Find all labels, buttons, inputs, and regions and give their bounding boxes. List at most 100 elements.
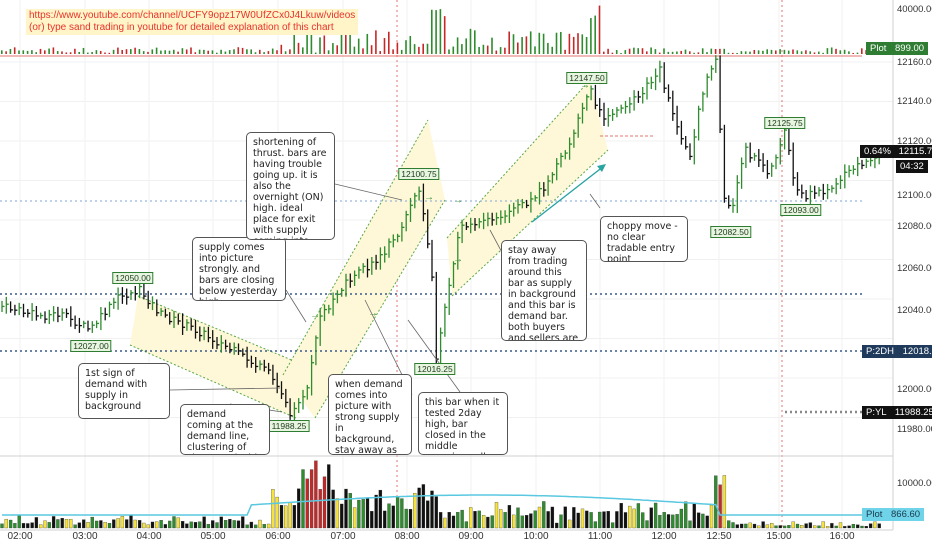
- volume-strip-bar: [723, 48, 725, 54]
- volume-bar: [585, 510, 589, 529]
- volume-strip-bar: [710, 48, 713, 54]
- note-stay-away: when demand comes into picture with stro…: [328, 374, 412, 455]
- volume-bar: [477, 510, 481, 529]
- volume-strip-bar: [555, 32, 558, 54]
- volume-strip-bar: [22, 50, 25, 54]
- volume-strip-bar: [641, 48, 644, 54]
- note-supply-strong: supply comes into picture strongly. and …: [192, 237, 286, 301]
- volume-bar: [752, 523, 757, 529]
- volume-strip-bar: [796, 50, 799, 54]
- volume-bar: [77, 522, 82, 529]
- volume-strip-bar: [289, 49, 291, 54]
- volume-bar: [473, 510, 477, 529]
- volume-strip-bar: [280, 44, 283, 54]
- volume-bar: [705, 515, 709, 529]
- volume-strip-bar: [676, 51, 678, 54]
- volume-bar: [284, 505, 288, 529]
- volume-bar: [211, 520, 215, 529]
- volume-strip-bar: [551, 46, 553, 54]
- signal-arrow: →: [453, 254, 463, 265]
- volume-strip-bar: [134, 47, 136, 54]
- volume-strip-bar: [779, 49, 781, 54]
- volume-strip-bar: [323, 35, 326, 54]
- volume-strip-bar: [628, 48, 631, 54]
- volume-bar: [830, 523, 834, 529]
- volume-strip-bar: [736, 52, 738, 54]
- volume-bar: [426, 500, 430, 529]
- note-buyers-sellers-fight: stay away from trading around this bar a…: [501, 240, 587, 341]
- volume-strip-bar: [345, 35, 347, 54]
- volume-bar: [662, 512, 666, 529]
- volume-strip-bar: [39, 48, 42, 54]
- volume-bar: [374, 494, 378, 529]
- volume-strip-bar: [108, 52, 111, 54]
- signal-arrow: →: [310, 310, 320, 321]
- volume-strip-bar: [474, 30, 476, 54]
- volume-bar: [292, 505, 297, 529]
- volume-bar: [675, 514, 679, 529]
- volume-strip-bar: [370, 45, 373, 54]
- volume-strip-bar: [271, 48, 274, 54]
- volume-strip-bar: [646, 51, 648, 54]
- volume-strip-bar: [637, 48, 639, 54]
- price-label-low: 11988.25: [268, 420, 310, 432]
- volume-bar: [873, 521, 877, 529]
- volume-bar: [215, 522, 219, 529]
- volume-strip-bar: [598, 5, 601, 54]
- volume-strip-bar: [314, 52, 317, 54]
- volume-strip-bar: [594, 15, 596, 55]
- volume-bar: [275, 496, 279, 529]
- volume-bar: [17, 515, 21, 529]
- volume-strip-bar: [220, 49, 222, 54]
- volume-strip-bar: [499, 47, 502, 54]
- volume-bar: [404, 508, 408, 529]
- volume-strip-bar: [504, 47, 506, 54]
- volume-strip-bar: [547, 42, 549, 54]
- volume-bar: [770, 523, 774, 529]
- price-tick: 11980.00: [897, 424, 932, 435]
- volume-bar: [843, 526, 847, 529]
- volume-bar: [653, 502, 658, 529]
- volume-strip-bar: [155, 47, 158, 54]
- volume-strip-bar: [422, 43, 424, 54]
- volume-bar: [150, 521, 155, 529]
- time-tick: 16:00: [829, 531, 855, 542]
- volume-strip-bar: [267, 51, 270, 54]
- volume-strip-bar: [413, 44, 416, 54]
- volume-strip-bar: [800, 51, 803, 54]
- volume-strip-bar: [843, 49, 846, 54]
- trend-arrow: [531, 165, 605, 223]
- volume-bar: [305, 478, 309, 529]
- volume-bar: [701, 513, 705, 529]
- url-banner[interactable]: https://www.youtube.com/channel/UCFY9opz…: [26, 9, 359, 35]
- volume-bar: [580, 508, 585, 529]
- volume-strip-bar: [783, 49, 786, 54]
- volume-strip-bar: [319, 37, 321, 54]
- volume-bar: [503, 512, 507, 529]
- volume-strip-bar: [44, 50, 46, 54]
- channel-edge: [282, 119, 429, 376]
- volume-bar: [666, 514, 671, 529]
- banner-line-1[interactable]: https://www.youtube.com/channel/UCFY9opz…: [29, 10, 356, 21]
- volume-bar: [340, 503, 344, 529]
- volume-bar: [107, 522, 112, 529]
- volume-bar: [0, 523, 4, 529]
- volume-bar: [314, 460, 318, 529]
- volume-strip-bar: [293, 29, 295, 54]
- volume-strip-bar: [241, 47, 244, 54]
- volume-strip-bar: [508, 31, 510, 54]
- note-thrust-shortening: shortening of thrust. bars are having tr…: [246, 132, 335, 240]
- price-label-low: 12016.25: [414, 363, 456, 375]
- volume-strip-bar: [542, 33, 545, 54]
- volume-bar: [125, 519, 129, 529]
- volume-strip-bar: [198, 49, 201, 54]
- level-lines: [0, 55, 862, 414]
- volume-strip-bar: [336, 45, 338, 54]
- volume-strip-bar: [224, 51, 227, 54]
- volume-strip-bar: [13, 47, 16, 54]
- volume-bar: [490, 515, 494, 529]
- time-tick: 04:00: [136, 531, 162, 542]
- volume-bar: [817, 525, 821, 529]
- volume-bar: [387, 503, 391, 529]
